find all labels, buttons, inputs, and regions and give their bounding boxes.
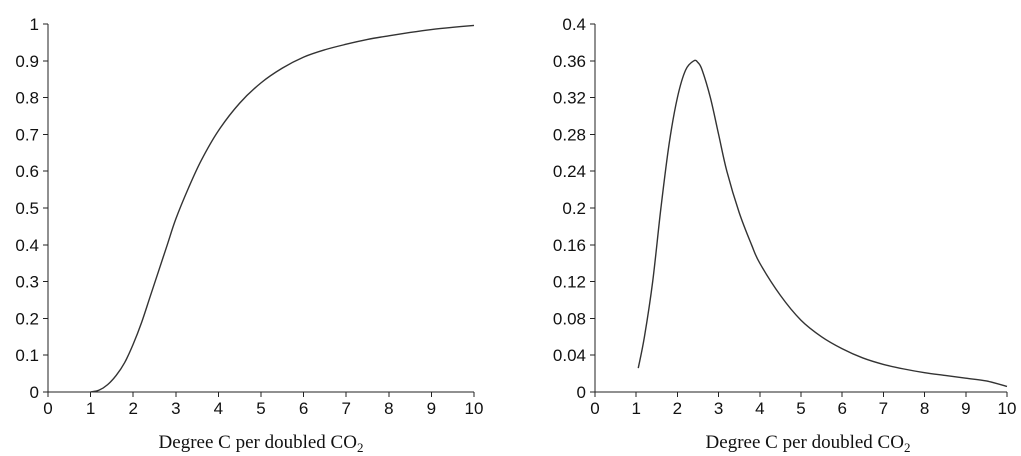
right-chart-x-tick-label: 4 — [755, 399, 764, 418]
right-chart-x-tick-label: 2 — [673, 399, 682, 418]
right-chart-y-tick-label: 0.12 — [553, 273, 586, 292]
left-chart-series-line — [90, 24, 475, 393]
right-chart-x-tick-label: 6 — [837, 399, 846, 418]
right-chart-y-tick-label: 0.08 — [553, 309, 586, 328]
left-chart-y-tick-label: 0.6 — [15, 162, 39, 181]
right-chart-y-tick-label: 0.2 — [562, 199, 586, 218]
right-chart-density: 0 0.04 0.08 0.12 0.16 0.2 0.24 0.28 0.32 0.36 0.4 0… — [553, 15, 1017, 455]
left-chart-y-tick-label: 0.2 — [15, 309, 39, 328]
left-chart-x-tick-label: 8 — [384, 399, 393, 418]
right-chart-x-tick-label: 9 — [961, 399, 970, 418]
right-chart-y-tick-label: 0.24 — [553, 162, 586, 181]
right-chart-y-tick-label: 0.28 — [553, 125, 586, 144]
left-chart-y-tick-label: 0.5 — [15, 199, 39, 218]
right-chart-x-axis-label: Degree C per doubled CO2 — [706, 432, 911, 455]
right-chart-x-tick-label: 1 — [631, 399, 640, 418]
left-chart-y-tick-label: 0.7 — [15, 125, 39, 144]
left-chart-x-tick-label: 9 — [427, 399, 436, 418]
right-chart-x-tick-label: 7 — [879, 399, 888, 418]
right-chart-series-line — [637, 59, 1008, 388]
left-chart-x-tick-label: 4 — [214, 399, 223, 418]
left-chart-x-tick-label: 6 — [299, 399, 308, 418]
left-chart-y-tick-label: 0.4 — [15, 236, 39, 255]
right-chart-y-tick-label: 0.32 — [553, 89, 586, 108]
left-chart-x-tick-label: 0 — [43, 399, 52, 418]
right-chart-x-tick-label: 10 — [998, 399, 1017, 418]
right-chart-x-tick-label: 3 — [714, 399, 723, 418]
left-chart-x-tick-label: 1 — [86, 399, 95, 418]
left-chart-y-tick-label: 0.9 — [15, 52, 39, 71]
left-chart-y-tick-label: 0.3 — [15, 273, 39, 292]
left-chart-y-tick-label: 0 — [30, 383, 39, 402]
right-chart-y-tick-label: 0.36 — [553, 52, 586, 71]
left-chart-x-axis-label: Degree C per doubled CO2 — [159, 432, 364, 455]
left-chart-x-tick-label: 7 — [341, 399, 350, 418]
right-chart-y-tick-label: 0.16 — [553, 236, 586, 255]
left-chart-plot: 00.10.20.30.40.50.60.70.80.910 1 2 3 4 5 6 7 8 9 1… — [15, 15, 483, 418]
left-chart-x-tick-label: 2 — [128, 399, 137, 418]
right-chart-y-tick-label: 0.04 — [553, 346, 586, 365]
right-chart-plot: 0 0.04 0.08 0.12 0.16 0.2 0.24 0.28 0.32 0.36 0.4 0… — [553, 15, 1017, 418]
left-chart-cumulative: 00.10.20.30.40.50.60.70.80.910 1 2 3 4 5 6 7 8 9 1… — [15, 15, 483, 455]
left-chart-y-tick-label: 1 — [30, 15, 39, 34]
right-chart-y-tick-label: 0.4 — [562, 15, 586, 34]
left-chart-x-tick-label: 3 — [171, 399, 180, 418]
right-chart-x-tick-label: 0 — [590, 399, 599, 418]
left-chart-x-tick-label: 10 — [465, 399, 484, 418]
right-chart-x-tick-label: 8 — [920, 399, 929, 418]
right-chart-x-tick-label: 5 — [796, 399, 805, 418]
left-chart-y-tick-label: 0.1 — [15, 346, 39, 365]
right-chart-y-tick-label: 0 — [577, 383, 586, 402]
left-chart-x-tick-label: 5 — [256, 399, 265, 418]
left-chart-y-tick-label: 0.8 — [15, 89, 39, 108]
